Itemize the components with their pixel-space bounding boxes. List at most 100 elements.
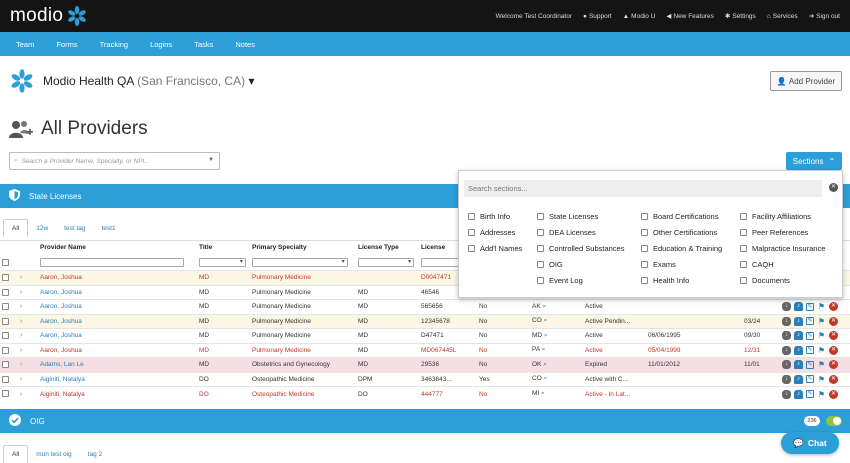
cloud-download-icon[interactable]: ↓: [782, 360, 791, 370]
delete-icon[interactable]: ✕: [829, 360, 838, 370]
row-checkbox[interactable]: [2, 303, 9, 311]
section-option[interactable]: Documents: [740, 276, 825, 285]
search-icon[interactable]: ⌕: [543, 331, 548, 339]
sections-search-input[interactable]: Search sections...: [464, 180, 822, 197]
provider-name-link[interactable]: Aaron, Joshua: [38, 270, 197, 285]
section-option[interactable]: Exams: [641, 260, 722, 269]
edit-icon[interactable]: ✎: [806, 360, 814, 369]
delete-icon[interactable]: ✕: [829, 389, 838, 399]
chat-button[interactable]: 💬 Chat: [781, 432, 839, 454]
bell-icon[interactable]: ♪: [794, 345, 803, 355]
new-features-link[interactable]: ◀ New Features: [666, 13, 714, 20]
bell-icon[interactable]: ♪: [794, 389, 803, 399]
chevron-right-icon[interactable]: ›: [20, 317, 23, 325]
cloud-download-icon[interactable]: ↓: [782, 345, 791, 355]
flag-icon[interactable]: ⚑: [817, 316, 826, 326]
delete-icon[interactable]: ✕: [829, 316, 838, 326]
section-checkbox[interactable]: [468, 213, 475, 220]
settings-link[interactable]: ✱ Settings: [724, 13, 756, 20]
section-option[interactable]: Facility Affiliations: [740, 212, 825, 221]
flag-icon[interactable]: ⚑: [817, 345, 826, 355]
chevron-right-icon[interactable]: ›: [20, 274, 23, 282]
add-provider-button[interactable]: 👤 Add Provider: [770, 71, 842, 91]
tab-tag-2[interactable]: tag 2: [87, 450, 103, 458]
nav-logins[interactable]: Logins: [150, 39, 173, 49]
column-header-provider-name[interactable]: Provider Name: [38, 240, 197, 255]
tab-12w[interactable]: 12w: [36, 224, 49, 232]
edit-icon[interactable]: ✎: [806, 375, 814, 384]
flag-icon[interactable]: ⚑: [817, 331, 826, 341]
flag-icon[interactable]: ⚑: [817, 374, 826, 384]
search-icon[interactable]: ⌕: [542, 302, 547, 310]
section-option[interactable]: Health Info: [641, 276, 722, 285]
bell-icon[interactable]: ♪: [794, 374, 803, 384]
delete-icon[interactable]: ✕: [829, 331, 838, 341]
modio-u-link[interactable]: ▲ Modio U: [622, 12, 656, 20]
bell-icon[interactable]: ♪: [794, 331, 803, 341]
table-row[interactable]: › Aiginiti, Natalya DO Osteopathic Medicine…: [0, 371, 850, 387]
section-option[interactable]: DEA Licenses: [537, 228, 624, 237]
cloud-download-icon[interactable]: ↓: [782, 374, 791, 384]
org-selector[interactable]: Modio Health QA (San Francisco, CA) ▾: [9, 68, 254, 94]
table-row[interactable]: › Aaron, Joshua MD Pulmonary Medicine MD 5656…: [0, 299, 850, 314]
section-checkbox[interactable]: [537, 261, 544, 268]
provider-name-link[interactable]: Aaron, Joshua: [38, 313, 197, 329]
delete-icon[interactable]: ✕: [829, 374, 838, 384]
cloud-download-icon[interactable]: ↓: [782, 302, 791, 312]
section-option[interactable]: OIG: [537, 260, 624, 269]
oig-toggle[interactable]: [826, 416, 842, 426]
filter-title[interactable]: [199, 257, 246, 267]
section-option[interactable]: State Licenses: [537, 212, 624, 221]
row-checkbox[interactable]: [2, 346, 9, 354]
section-checkbox[interactable]: [641, 229, 648, 236]
oig-header[interactable]: OIG: [0, 409, 850, 433]
row-checkbox[interactable]: [2, 332, 9, 340]
row-checkbox[interactable]: [2, 361, 9, 369]
section-checkbox[interactable]: [740, 261, 747, 268]
tab-test-tag[interactable]: test tag: [64, 224, 86, 232]
provider-name-link[interactable]: Adams, Lan Le: [38, 357, 197, 372]
section-checkbox[interactable]: [537, 277, 544, 284]
services-link[interactable]: ⌂ Services: [766, 12, 798, 20]
table-row[interactable]: › Aaron, Joshua MD Pulmonary Medicine MD D474…: [0, 328, 850, 343]
provider-search-input[interactable]: ⌕ Search a Provider Name, Specialty, or …: [9, 152, 220, 170]
table-row[interactable]: › Aiginiti, Natalya DO Osteopathic Medicine…: [0, 386, 850, 401]
search-icon[interactable]: ⌕: [543, 317, 548, 325]
edit-icon[interactable]: ✎: [806, 346, 814, 355]
table-row[interactable]: › Aaron, Joshua MD Pulmonary Medicine MD 1234…: [0, 313, 850, 329]
chevron-right-icon[interactable]: ›: [20, 346, 23, 354]
section-option[interactable]: CAQH: [740, 260, 825, 269]
bell-icon[interactable]: ♪: [794, 360, 803, 370]
bell-icon[interactable]: ♪: [794, 302, 803, 312]
flag-icon[interactable]: ⚑: [817, 360, 826, 370]
row-checkbox[interactable]: [2, 375, 9, 383]
nav-forms[interactable]: Forms: [56, 39, 78, 49]
section-checkbox[interactable]: [641, 213, 648, 220]
section-checkbox[interactable]: [740, 213, 747, 220]
chevron-right-icon[interactable]: ›: [20, 332, 23, 340]
section-option[interactable]: Board Certifications: [641, 212, 722, 221]
section-checkbox[interactable]: [740, 277, 747, 284]
filter-provider-name[interactable]: [40, 257, 185, 267]
filter-primary-specialty[interactable]: [252, 257, 348, 267]
chevron-right-icon[interactable]: ›: [20, 361, 23, 369]
row-checkbox[interactable]: [2, 288, 9, 296]
nav-team[interactable]: Team: [16, 39, 35, 49]
delete-icon[interactable]: ✕: [829, 345, 838, 355]
section-checkbox[interactable]: [537, 229, 544, 236]
search-icon[interactable]: ⌕: [541, 390, 545, 397]
provider-name-link[interactable]: Aaron, Joshua: [38, 342, 197, 358]
provider-name-link[interactable]: Aaron, Joshua: [38, 299, 197, 314]
flag-icon[interactable]: ⚑: [817, 302, 826, 312]
section-option[interactable]: Education & Training: [641, 244, 722, 253]
section-checkbox[interactable]: [641, 245, 648, 252]
chevron-right-icon[interactable]: ›: [20, 303, 23, 311]
search-icon[interactable]: ⌕: [543, 360, 547, 368]
provider-name-link[interactable]: Aiginiti, Natalya: [38, 386, 197, 401]
section-option[interactable]: Other Certifications: [641, 228, 722, 237]
column-header-title[interactable]: Title: [197, 240, 250, 255]
nav-tasks[interactable]: Tasks: [194, 39, 214, 49]
section-option[interactable]: Add'l Names: [468, 244, 522, 253]
tab-mun-test-oig[interactable]: mun test oig: [36, 450, 72, 458]
chevron-right-icon[interactable]: ›: [20, 375, 23, 383]
